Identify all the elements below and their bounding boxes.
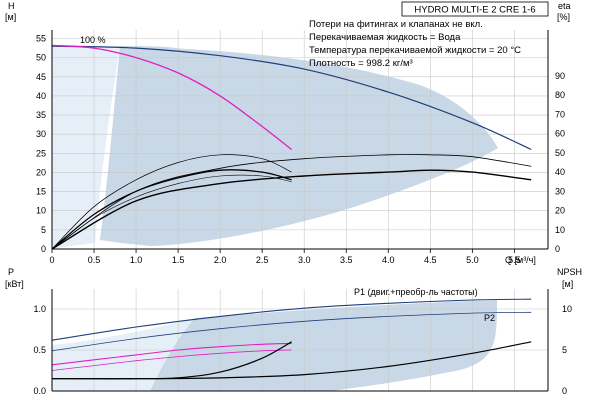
operating-envelope — [52, 45, 498, 391]
eta-tick-label: 0 — [555, 244, 560, 254]
h-tick-label: 45 — [36, 72, 46, 82]
q-tick-label: 1.0 — [130, 255, 143, 265]
p2-curve-max — [51, 311, 532, 352]
note-losses: Потери на фитингах и клапанах не вкл. — [309, 19, 483, 30]
q-tick-label: 5.5 — [508, 255, 521, 265]
head-curve-max — [51, 45, 532, 151]
h-tick-label: 40 — [36, 91, 46, 101]
h-tick-label: 15 — [36, 187, 46, 197]
envelope-light-bottom — [52, 318, 195, 391]
h-tick-label: 25 — [36, 148, 46, 158]
chart-title: HYDRO MULTI-E 2 CRE 1-6 — [414, 5, 535, 16]
eta-total-curve-duty — [51, 169, 292, 250]
p-tick-label: 1.0 — [33, 304, 46, 314]
q-tick-label: 3.5 — [340, 255, 353, 265]
p2-curve-duty — [51, 349, 292, 371]
p-axis-label: P — [8, 267, 14, 277]
p-tick-label: 0.5 — [33, 345, 46, 355]
eta-curve-duty — [51, 154, 292, 250]
eta-tick-label: 20 — [555, 206, 565, 216]
note-density: Плотность = 998.2 кг/м³ — [309, 58, 413, 69]
p-tick-label: 0.0 — [33, 386, 46, 396]
eta-tick-label: 60 — [555, 129, 565, 139]
npsh-tick-label: 5 — [562, 345, 567, 355]
q-tick-label: 3.0 — [298, 255, 311, 265]
q-tick-label: 2.5 — [256, 255, 269, 265]
h-tick-label: 55 — [36, 34, 46, 44]
title-box — [401, 1, 549, 17]
note-liquid: Перекачиваемая жидкость = Вода — [309, 32, 461, 43]
npsh-tick-label: 0 — [562, 386, 567, 396]
npsh-curve-duty — [51, 341, 292, 380]
eta-tick-label: 80 — [555, 90, 565, 100]
envelope-main-bottom — [150, 300, 497, 391]
h-tick-label: 10 — [36, 206, 46, 216]
note-temperature: Температура перекачиваемой жидкости = 20… — [309, 45, 521, 56]
h-axis-unit: [м] — [5, 12, 16, 22]
h-tick-label: 5 — [41, 225, 46, 235]
head-curve-duty — [51, 44, 292, 151]
eta-curve-duty-thin — [51, 174, 292, 250]
percent-annotation: 100 % — [80, 35, 106, 45]
npsh-axis-unit: [м] — [562, 279, 573, 289]
h-tick-label: 30 — [36, 129, 46, 139]
eta-tick-label: 90 — [555, 71, 565, 81]
grid-lines — [51, 30, 548, 392]
curves — [51, 44, 532, 380]
eta-axis-label: eta — [558, 1, 571, 11]
axes: 0 0.5 1.0 1.5 2.0 2.5 3.0 3.5 4.0 4.5 5.0 5.5 0 5 10 15… — [33, 30, 572, 396]
eta-tick-label: 10 — [555, 225, 565, 235]
npsh-tick-label: 10 — [562, 304, 572, 314]
h-tick-label: 0 — [41, 244, 46, 254]
eta-axis-unit: [%] — [557, 12, 570, 22]
q-tick-label: 0.5 — [88, 255, 101, 265]
h-tick-label: 50 — [36, 53, 46, 63]
envelope-band-top — [100, 46, 185, 244]
npsh-axis-label: NPSH — [557, 267, 582, 277]
legend-p1: P1 (двиг.+преобр-ль частоты) — [354, 287, 478, 297]
h-tick-label: 20 — [36, 167, 46, 177]
p-axis-unit: [кВт] — [5, 279, 24, 289]
q-tick-label: 4.0 — [382, 255, 395, 265]
p1-curve-max — [51, 298, 532, 341]
q-tick-label: 2.0 — [214, 255, 227, 265]
eta-tick-label: 40 — [555, 167, 565, 177]
p1-curve-duty — [51, 342, 292, 366]
h-tick-label: 35 — [36, 110, 46, 120]
eta-tick-label: 70 — [555, 109, 565, 119]
q-tick-label: 5.0 — [466, 255, 479, 265]
q-tick-label: 4.5 — [424, 255, 437, 265]
eta-tick-label: 30 — [555, 186, 565, 196]
q-tick-label: 0 — [49, 255, 54, 265]
eta-total-curve-max — [51, 169, 532, 250]
eta-tick-label: 50 — [555, 148, 565, 158]
legend-p2: P2 — [484, 313, 495, 323]
q-axis-label: Q [м³/ч] — [505, 255, 536, 265]
q-tick-label: 1.5 — [172, 255, 185, 265]
h-axis-label: H — [8, 1, 15, 11]
